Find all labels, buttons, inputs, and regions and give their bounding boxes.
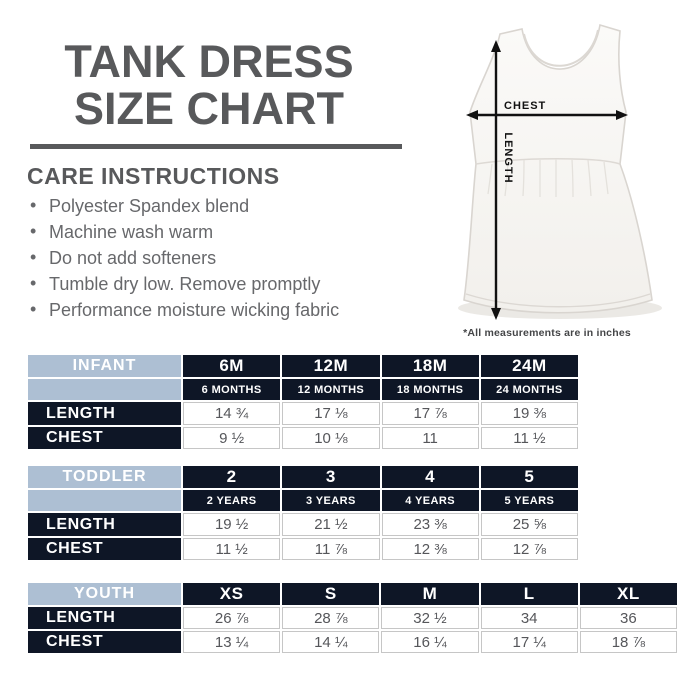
size-header: 24M [480,355,578,377]
measurement-note: *All measurements are in inches [463,327,631,339]
measurement-value: 12 ⅞ [480,538,578,560]
measurement-value: 21 ½ [282,513,380,536]
length-arrow [491,40,501,320]
measurement-value: 36 [579,607,677,629]
neckline-trim [523,29,599,67]
size-subheader: 5 YEARS [480,490,578,511]
measurement-value: 11 ½ [183,538,281,560]
care-item: Do not add softeners [30,248,430,268]
row-label-chest: CHEST [28,631,181,653]
care-item: Tumble dry low. Remove promptly [30,274,430,294]
waist-seam [475,158,621,165]
table-corner-empty [28,379,181,400]
infant-size-table: INFANT 6M 12M 18M 24M 6 MONTHS 12 MONTHS… [28,355,578,449]
care-item: Performance moisture wicking fabric [30,300,430,320]
size-header: XS [183,583,281,605]
size-header: M [381,583,479,605]
size-header: 12M [282,355,380,377]
measurement-value: 12 ⅜ [381,538,479,560]
measurement-value: 32 ½ [381,607,479,629]
page-title: TANK DRESS SIZE CHART [18,38,400,132]
size-header: L [480,583,578,605]
size-header: 18M [381,355,479,377]
measurement-value: 11 [381,427,479,449]
skirt-gathers [487,158,609,198]
measurement-value: 11 ½ [480,427,578,449]
row-label-chest: CHEST [28,427,181,449]
care-instructions-heading: CARE INSTRUCTIONS [27,163,280,189]
measurement-value: 34 [480,607,578,629]
size-subheader: 6 MONTHS [183,379,281,400]
measurement-value: 28 ⅞ [282,607,380,629]
size-subheader: 18 MONTHS [381,379,479,400]
size-header: S [282,583,380,605]
measurement-value: 26 ⅞ [183,607,281,629]
size-subheader: 2 YEARS [183,490,281,511]
chest-arrow-label: CHEST [504,100,546,112]
size-header: 3 [282,466,380,488]
measurement-value: 16 ¼ [381,631,479,653]
measurement-value: 9 ½ [183,427,281,449]
measurement-value: 14 ¾ [183,402,281,425]
size-subheader: 24 MONTHS [480,379,578,400]
size-header: 6M [183,355,281,377]
measurement-value: 11 ⅞ [282,538,380,560]
size-subheader: 12 MONTHS [282,379,380,400]
measurement-value: 23 ⅜ [381,513,479,536]
measurement-value: 10 ⅛ [282,427,380,449]
size-subheader: 3 YEARS [282,490,380,511]
youth-size-table: YOUTH XS S M L XL LENGTH 26 ⅞ 28 ⅞ 32 ½ … [28,583,677,653]
size-header: 2 [183,466,281,488]
chest-arrow [466,110,628,120]
measurement-value: 14 ¼ [282,631,380,653]
table-group-label: INFANT [28,355,181,377]
measurement-value: 25 ⅝ [480,513,578,536]
measurement-value: 19 ½ [183,513,281,536]
hem-band [465,293,651,308]
care-item: Machine wash warm [30,222,430,242]
table-group-label: YOUTH [28,583,181,605]
measurement-value: 19 ⅜ [480,402,578,425]
toddler-size-table: TODDLER 2 3 4 5 2 YEARS 3 YEARS 4 YEARS … [28,466,578,560]
table-group-label: TODDLER [28,466,181,488]
size-subheader: 4 YEARS [381,490,479,511]
measurement-value: 13 ¼ [183,631,281,653]
page-title-line2: SIZE CHART [74,83,344,134]
row-label-length: LENGTH [28,402,181,425]
care-instructions-list: Polyester Spandex blend Machine wash war… [30,196,430,327]
title-divider [30,144,402,149]
size-header: 4 [381,466,479,488]
measurement-value: 18 ⅞ [579,631,677,653]
size-header: 5 [480,466,578,488]
table-corner-empty [28,490,181,511]
tank-dress-illustration: CHEST LENGTH [458,23,662,320]
page-title-line1: TANK DRESS [64,36,354,87]
row-label-length: LENGTH [28,513,181,536]
measurement-value: 17 ⅞ [381,402,479,425]
size-header: XL [579,583,677,605]
row-label-chest: CHEST [28,538,181,560]
length-arrow-label: LENGTH [502,132,514,183]
dress-outline [463,23,653,314]
row-label-length: LENGTH [28,607,181,629]
care-item: Polyester Spandex blend [30,196,430,216]
measurement-value: 17 ¼ [480,631,578,653]
measurement-value: 17 ⅛ [282,402,380,425]
